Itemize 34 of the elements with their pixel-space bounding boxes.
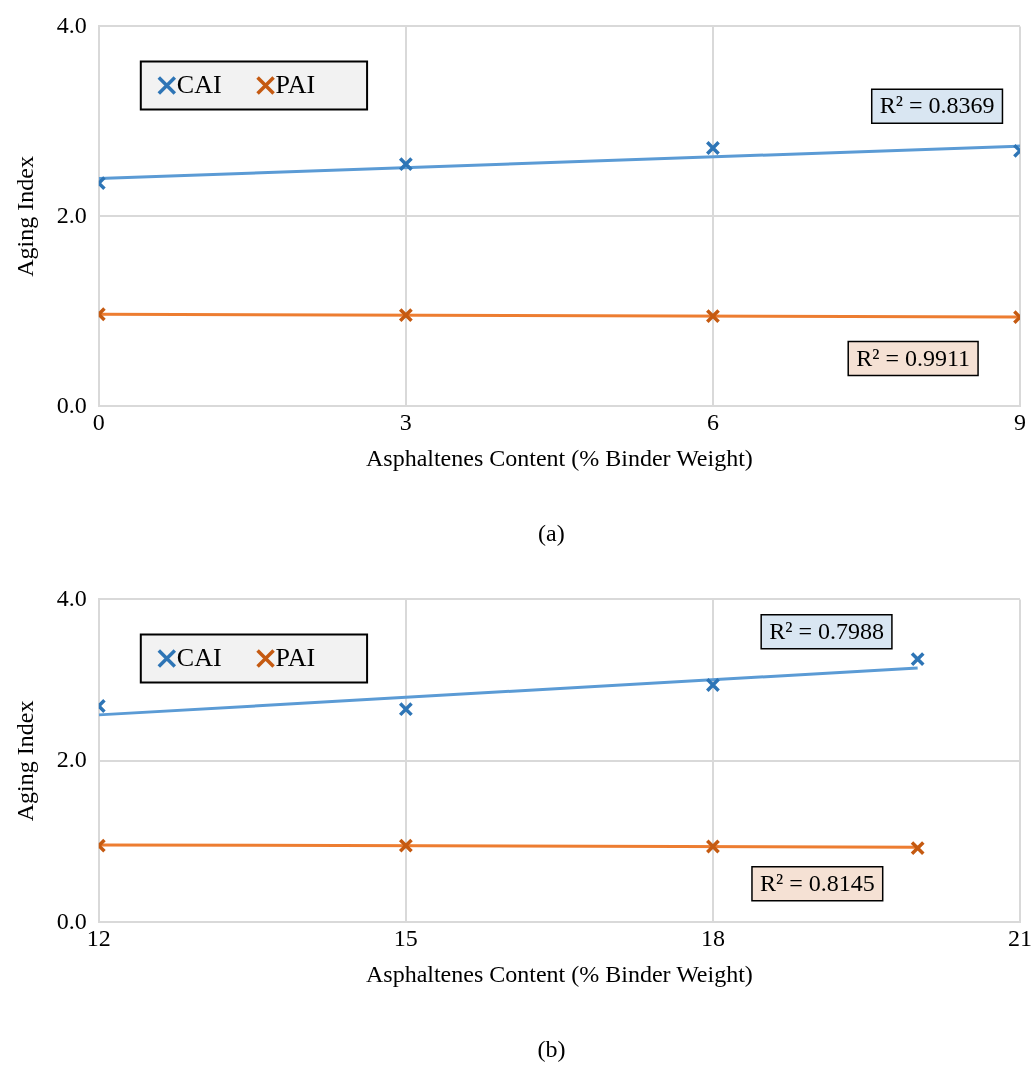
legend-label: PAI	[275, 70, 316, 100]
text: (b)	[537, 1036, 566, 1063]
annotation: R² = 0.8369	[879, 92, 995, 119]
point	[398, 701, 414, 717]
x-axis-title: Asphaltenes Content (% Binder Weight)	[365, 444, 753, 471]
y-tick-label: 0.0	[56, 391, 87, 418]
point	[705, 677, 721, 693]
y-tick-label: 2.0	[56, 201, 87, 228]
text: (a)	[538, 520, 565, 547]
y-tick-label: 4.0	[56, 584, 87, 611]
x-tick-label: 3	[399, 409, 412, 436]
y-tick-label: 4.0	[56, 11, 87, 38]
point	[910, 651, 926, 667]
annotation: R² = 0.9911	[856, 344, 971, 371]
x-tick-label: 15	[393, 925, 418, 952]
x-axis-title: Asphaltenes Content (% Binder Weight)	[365, 960, 753, 987]
legend-label: PAI	[275, 643, 316, 673]
y-tick-label: 2.0	[56, 746, 87, 773]
legend-label: CAI	[176, 643, 222, 673]
point	[398, 838, 414, 854]
x-tick-label: 12	[86, 925, 111, 952]
annotation: R² = 0.8145	[759, 869, 875, 896]
x-tick-label: 6	[706, 409, 719, 436]
x-tick-label: 21	[1008, 925, 1032, 952]
x-tick-label: 0	[92, 409, 105, 436]
legend-label: CAI	[176, 70, 222, 100]
x-tick-label: 9	[1014, 409, 1026, 436]
y-axis-title: Aging Index	[11, 156, 38, 277]
y-axis-title: Aging Index	[11, 700, 38, 822]
point	[705, 839, 721, 854]
y-tick-label: 0.0	[56, 907, 87, 934]
point	[910, 840, 926, 856]
x-tick-label: 18	[700, 925, 725, 952]
annotation: R² = 0.7988	[769, 618, 884, 644]
